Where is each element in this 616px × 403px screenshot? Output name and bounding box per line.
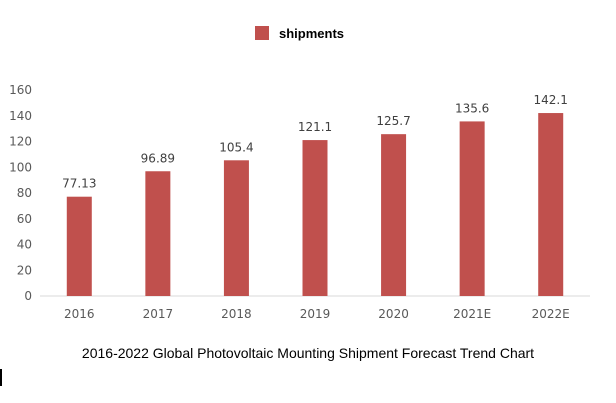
y-tick-label: 120 bbox=[9, 135, 32, 149]
y-tick-label: 40 bbox=[17, 238, 32, 252]
bar-2018 bbox=[223, 160, 249, 296]
bar-2017 bbox=[145, 171, 171, 296]
x-tick-label: 2020 bbox=[378, 307, 409, 321]
data-label: 121.1 bbox=[298, 120, 332, 134]
y-tick-label: 80 bbox=[17, 186, 32, 200]
x-tick-label: 2022E bbox=[532, 307, 570, 321]
y-axis: 0 20 40 60 80 100 120 140 160 bbox=[9, 83, 32, 303]
data-label: 77.13 bbox=[62, 177, 96, 191]
bar-chart: shipments 0 20 40 60 80 100 120 140 160 2016 2017… bbox=[9, 26, 590, 321]
data-label: 125.7 bbox=[376, 114, 410, 128]
text-cursor-mark bbox=[0, 369, 2, 386]
legend: shipments bbox=[255, 26, 344, 41]
bar-2021E bbox=[459, 121, 485, 296]
legend-swatch-shipments bbox=[255, 26, 269, 40]
y-tick-label: 0 bbox=[24, 289, 32, 303]
bar-2020 bbox=[381, 134, 407, 296]
chart-title: 2016-2022 Global Photovoltaic Mounting S… bbox=[81, 345, 535, 361]
y-tick-label: 100 bbox=[9, 160, 32, 174]
data-label: 142.1 bbox=[534, 93, 568, 107]
x-tick-label: 2017 bbox=[143, 307, 174, 321]
y-tick-label: 20 bbox=[17, 263, 32, 277]
data-label: 105.4 bbox=[219, 140, 253, 154]
bar-2016 bbox=[66, 196, 92, 296]
data-label: 96.89 bbox=[141, 151, 175, 165]
y-tick-label: 140 bbox=[9, 109, 32, 123]
x-tick-label: 2019 bbox=[300, 307, 331, 321]
bars bbox=[66, 113, 564, 296]
x-tick-label: 2016 bbox=[64, 307, 95, 321]
y-tick-label: 60 bbox=[17, 212, 32, 226]
x-tick-label: 2018 bbox=[221, 307, 252, 321]
data-label: 135.6 bbox=[455, 101, 489, 115]
legend-label-shipments: shipments bbox=[279, 26, 344, 41]
x-axis: 2016 2017 2018 2019 2020 2021E 2022E bbox=[64, 307, 570, 321]
y-tick-label: 160 bbox=[9, 83, 32, 97]
bar-2022E bbox=[538, 113, 564, 296]
x-tick-label: 2021E bbox=[453, 307, 491, 321]
bar-2019 bbox=[302, 140, 328, 296]
data-labels: 77.13 96.89 105.4 121.1 125.7 135.6 142.1 bbox=[62, 93, 568, 191]
